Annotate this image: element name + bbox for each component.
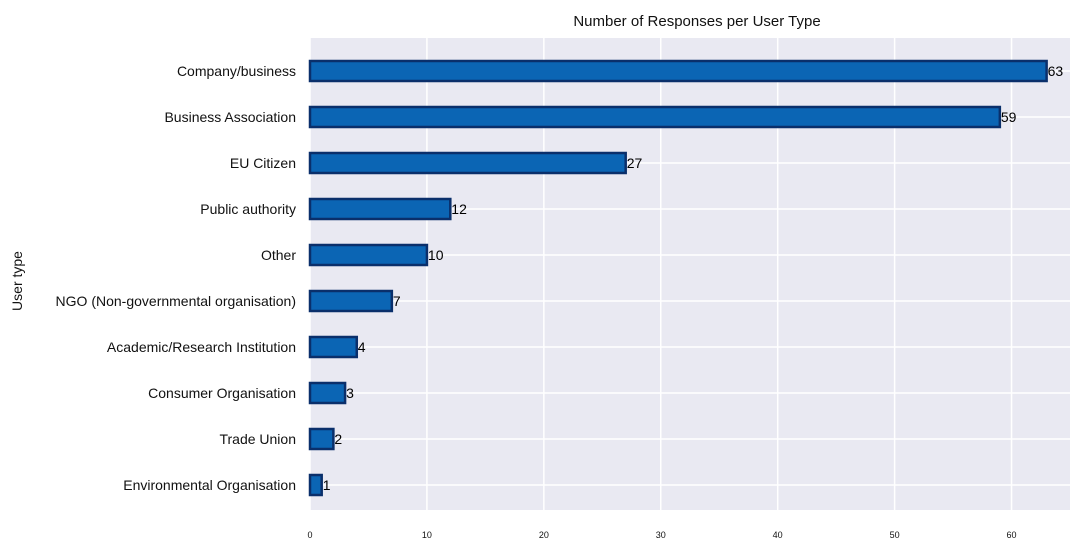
category-label: Other bbox=[261, 247, 296, 263]
category-label: Business Association bbox=[164, 109, 296, 125]
x-tick-label: 20 bbox=[539, 530, 549, 540]
category-label: EU Citizen bbox=[230, 155, 296, 171]
data-label: 63 bbox=[1048, 63, 1064, 79]
data-label: 59 bbox=[1001, 109, 1017, 125]
category-labels: Company/business Business Association EU C… bbox=[56, 63, 297, 493]
bar bbox=[308, 427, 335, 451]
bars bbox=[308, 59, 1048, 497]
category-label: Public authority bbox=[200, 201, 296, 217]
data-label: 2 bbox=[334, 431, 342, 447]
bar bbox=[308, 335, 359, 359]
x-tick-label: 10 bbox=[422, 530, 432, 540]
category-label: Environmental Organisation bbox=[123, 477, 296, 493]
category-label: Trade Union bbox=[219, 431, 296, 447]
bar bbox=[308, 151, 627, 175]
data-label: 4 bbox=[358, 339, 366, 355]
data-labels: 63 59 27 12 10 7 4 3 2 1 bbox=[323, 63, 1064, 493]
bar bbox=[308, 381, 347, 405]
x-tick-label: 30 bbox=[656, 530, 666, 540]
bar bbox=[308, 105, 1002, 129]
data-label: 27 bbox=[627, 155, 643, 171]
x-tick-label: 0 bbox=[307, 530, 312, 540]
chart-title: Number of Responses per User Type bbox=[573, 13, 820, 30]
data-label: 1 bbox=[323, 477, 331, 493]
data-label: 10 bbox=[428, 247, 444, 263]
x-tick-label: 60 bbox=[1007, 530, 1017, 540]
data-label: 7 bbox=[393, 293, 401, 309]
bar bbox=[308, 197, 452, 221]
category-label: Company/business bbox=[177, 63, 296, 79]
bar bbox=[308, 289, 394, 313]
category-label: Academic/Research Institution bbox=[107, 339, 296, 355]
bar bbox=[308, 473, 323, 497]
bar bbox=[308, 59, 1048, 83]
x-tick-labels: 0 10 20 30 40 50 60 bbox=[307, 530, 1016, 540]
data-label: 3 bbox=[346, 385, 354, 401]
y-axis-label: User type bbox=[9, 251, 25, 311]
category-label: NGO (Non-governmental organisation) bbox=[56, 293, 296, 309]
x-tick-label: 40 bbox=[773, 530, 783, 540]
x-tick-label: 50 bbox=[890, 530, 900, 540]
bar bbox=[308, 243, 429, 267]
data-label: 12 bbox=[451, 201, 467, 217]
category-label: Consumer Organisation bbox=[148, 385, 296, 401]
